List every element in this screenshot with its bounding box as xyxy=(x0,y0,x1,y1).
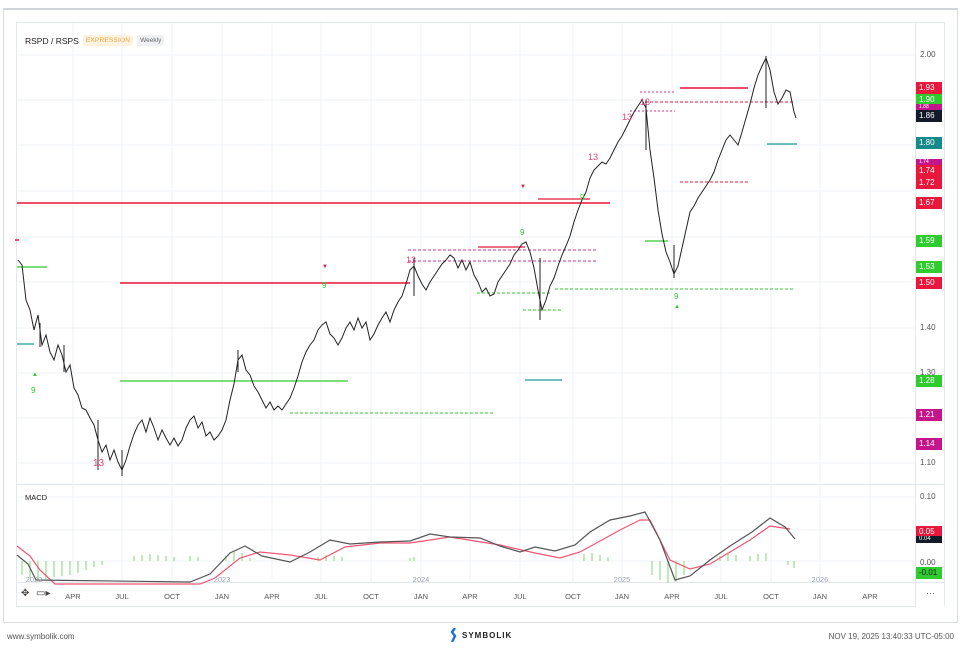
year-label: 2025 xyxy=(613,575,631,584)
price-bars[interactable] xyxy=(17,56,797,476)
month-label: JUL xyxy=(714,592,728,601)
month-label: APR xyxy=(65,592,81,601)
month-label: JAN xyxy=(614,592,630,601)
price-tick: 2.00 xyxy=(920,50,936,59)
calendar-icon[interactable]: ▭▸ xyxy=(36,588,51,599)
svg-text:▲: ▲ xyxy=(32,372,38,378)
price-tag: 1.21 xyxy=(916,409,942,421)
month-label: APR xyxy=(462,592,478,601)
svg-text:▼: ▼ xyxy=(322,264,328,270)
month-label: OCT xyxy=(363,592,379,601)
month-label: OCT xyxy=(164,592,180,601)
expression-badge: EXPRESSION xyxy=(82,35,134,46)
svg-text:▲: ▲ xyxy=(674,304,680,310)
chart-panel[interactable] xyxy=(16,22,916,607)
price-axis[interactable] xyxy=(914,22,945,606)
svg-text:13: 13 xyxy=(93,458,105,469)
svg-text:▼: ▼ xyxy=(520,184,526,190)
price-tag: 1.80 xyxy=(916,137,942,149)
macd-signal-line xyxy=(16,519,791,585)
chart-header: RSPD / RSPS EXPRESSION Weekly xyxy=(25,35,165,46)
price-tag: 1.74 xyxy=(916,165,942,177)
price-tick: 1.10 xyxy=(920,458,936,467)
month-label: JUL xyxy=(115,592,129,601)
grid xyxy=(17,23,914,582)
month-label: APR xyxy=(862,592,878,601)
svg-text:9: 9 xyxy=(580,193,585,202)
chart-window xyxy=(3,8,958,623)
macd-tick: 0.00 xyxy=(920,558,936,567)
month-label: APR xyxy=(664,592,680,601)
signal-value-tag: 0.05 xyxy=(916,526,942,538)
year-label: 2024 xyxy=(412,575,430,584)
support-resistance-levels xyxy=(15,87,797,414)
svg-text:13: 13 xyxy=(406,255,416,265)
year-label: 2023 xyxy=(213,575,231,584)
price-tick: 1.30 xyxy=(920,368,936,377)
month-label: JAN xyxy=(413,592,429,601)
price-tag: 1.14 xyxy=(916,438,942,450)
time-axis-divider xyxy=(16,582,944,583)
brand-name: SYMBOLIK xyxy=(462,630,513,640)
svg-text:13: 13 xyxy=(588,152,598,162)
price-tag: 1.59 xyxy=(916,235,942,247)
symbolik-logo-icon xyxy=(450,628,457,642)
price-tag: 1.67 xyxy=(916,197,942,209)
price-tag: 1.28 xyxy=(916,375,942,387)
year-label: 2026 xyxy=(811,575,829,584)
month-label: JAN xyxy=(812,592,828,601)
brand-logo: SYMBOLIK xyxy=(450,628,512,642)
website-link[interactable]: www.symbolik.com xyxy=(7,632,75,641)
pan-icon[interactable]: ✥ xyxy=(21,588,30,599)
month-label: APR xyxy=(264,592,280,601)
timestamp: NOV 19, 2025 13:40:33 UTC-05:00 xyxy=(828,632,954,641)
month-label: JAN xyxy=(214,592,230,601)
svg-text:9: 9 xyxy=(674,292,679,301)
svg-text:13: 13 xyxy=(622,112,632,122)
svg-text:13: 13 xyxy=(640,97,650,107)
count-annotations: 13 13 13 13 13 9 9 9 9 9 ▼ ▼ ▲ ▲ xyxy=(31,97,680,469)
more-options-button[interactable]: ··· xyxy=(926,588,935,598)
price-tag: 1.88 xyxy=(916,104,942,110)
month-label: JUL xyxy=(314,592,328,601)
macd-line xyxy=(16,511,796,583)
macd-tick: 0.10 xyxy=(920,492,936,501)
price-tag: 1.72 xyxy=(916,177,942,189)
svg-text:9: 9 xyxy=(31,386,36,395)
price-tag: 1.50 xyxy=(916,277,942,289)
price-tag: 1.90 xyxy=(916,94,942,106)
month-label: OCT xyxy=(565,592,581,601)
price-tag: 1.74 xyxy=(916,159,942,165)
macd-value-tag: 0.04 xyxy=(916,536,942,543)
price-tick: 1.40 xyxy=(920,323,936,332)
interval-badge[interactable]: Weekly xyxy=(137,35,165,46)
macd-title: MACD xyxy=(25,493,48,502)
price-tag: 1.53 xyxy=(916,261,942,273)
symbol-label[interactable]: RSPD / RSPS xyxy=(25,35,79,46)
svg-text:9: 9 xyxy=(520,228,525,237)
price-tag: 1.93 xyxy=(916,82,942,94)
month-label: JUL xyxy=(513,592,527,601)
last-price-tag: 1.86 xyxy=(916,110,942,122)
pane-divider[interactable] xyxy=(16,484,944,485)
histogram-value-tag: -0.01 xyxy=(916,567,942,579)
year-label: 2022 xyxy=(25,575,43,584)
macd-histogram xyxy=(21,552,795,583)
month-label: OCT xyxy=(763,592,779,601)
svg-text:9: 9 xyxy=(322,281,327,290)
